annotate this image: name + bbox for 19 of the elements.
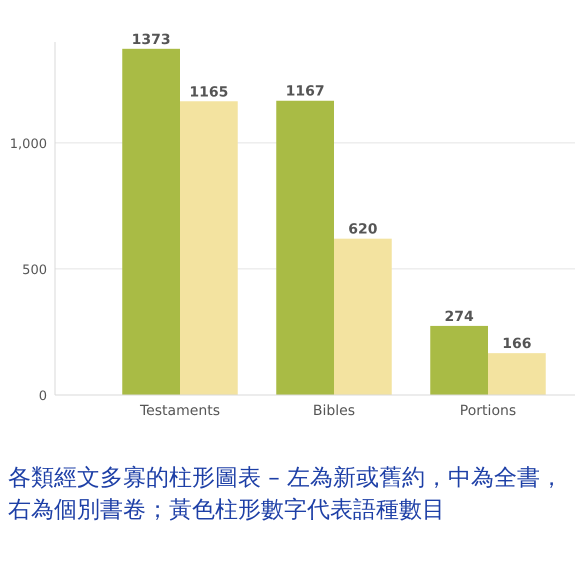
y-tick-label: 0 [38, 389, 47, 404]
text: 各類經文多寡的柱形圖表 – 左為新或舊約，中為全書，右為個別書卷；黃色柱形數字代表語種數目 [8, 464, 564, 525]
y-tick-label: 500 [22, 262, 47, 278]
bar [122, 48, 180, 395]
data-label: 1167 [286, 84, 325, 100]
bar [276, 100, 334, 395]
bar [334, 238, 392, 395]
data-label: 1373 [132, 32, 171, 48]
data-label: 274 [444, 308, 474, 325]
data-label: 166 [502, 336, 532, 352]
x-tick-label: Portions [460, 403, 516, 419]
y-tick-label: 1,000 [10, 136, 47, 152]
data-label: 620 [348, 222, 378, 238]
x-tick-label: Bibles [312, 403, 356, 419]
x-tick-label: Testaments [138, 403, 220, 419]
data-label: 1165 [189, 84, 228, 100]
bar [430, 326, 488, 395]
bar [180, 101, 238, 395]
bar [488, 353, 546, 395]
